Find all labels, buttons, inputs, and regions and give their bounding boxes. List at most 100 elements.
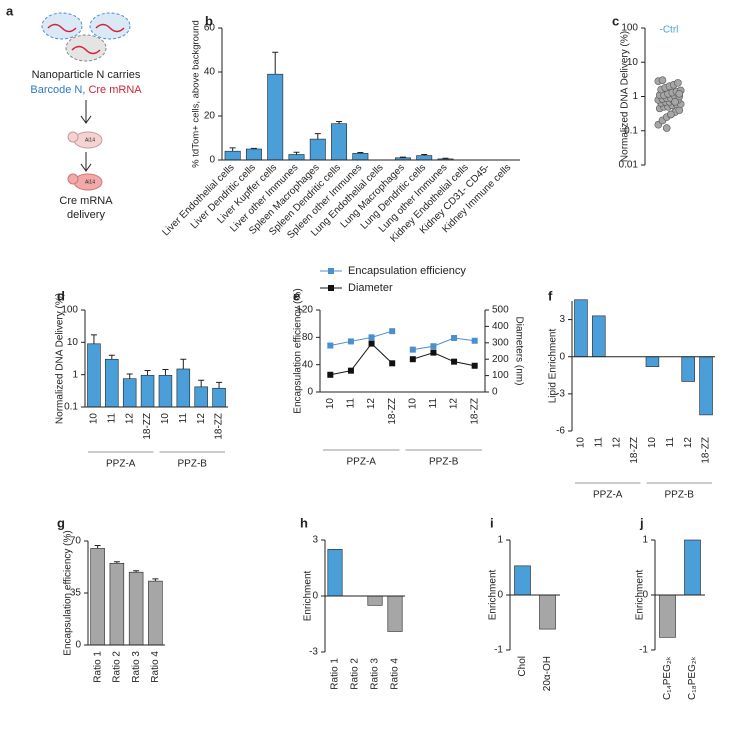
bar (592, 315, 606, 358)
x-tick-label: 12 (449, 398, 460, 410)
point (451, 335, 458, 342)
y-tick-label: 120 (296, 305, 313, 316)
x-tick-label: C₁₈PEG₂ₖ (687, 656, 698, 700)
y-tick-label: 100 (61, 305, 78, 316)
bar (267, 73, 284, 161)
diagram: a Nanoparticle N carries Barcode N, Cre … (6, 3, 142, 220)
error-bar (314, 133, 321, 140)
error-bar (126, 373, 133, 379)
x-tick-label: 11 (178, 413, 189, 424)
mouse-label: Ai14 (85, 137, 95, 143)
x-tick-label: 11 (665, 437, 676, 448)
error-bar (144, 369, 151, 376)
bar (416, 155, 433, 161)
legend-label: Encapsulation efficiency (348, 265, 466, 277)
bar (367, 595, 383, 606)
series-line (330, 330, 393, 347)
y-axis-label: % tdTom+ cells, above background (191, 20, 202, 168)
x-tick-label: 18-ZZ (142, 413, 153, 440)
error-bar (442, 157, 449, 159)
x-tick-label: Ratio 1 (330, 658, 341, 690)
panel-label: h (300, 515, 308, 530)
error-bar (272, 51, 279, 75)
x-tick-label: 11 (346, 398, 357, 409)
error-bar (399, 156, 406, 158)
y-tick-label: 1 (497, 535, 503, 546)
x-tick-label: Ratio 4 (390, 658, 401, 690)
error-bar (198, 379, 205, 387)
bar (331, 123, 348, 161)
error-bar (90, 334, 97, 344)
error-bar (229, 147, 236, 152)
x-tick-label: Chol (517, 656, 528, 677)
bar (109, 562, 125, 646)
error-bar (152, 578, 159, 582)
y-tick-label: 0 (307, 387, 313, 398)
group-label: PPZ-B (665, 490, 695, 501)
mouse-head (67, 131, 79, 143)
point (389, 328, 396, 335)
error-bar (133, 570, 140, 573)
y-tick-label: 70 (70, 536, 82, 547)
panel-label: g (57, 515, 65, 530)
arrow (80, 100, 92, 124)
bar (309, 138, 326, 161)
y-axis-label: Enrichment (303, 570, 314, 621)
y-tick-label: 40 (204, 67, 216, 78)
bar (684, 539, 701, 596)
y-axis-label: Enrichment (635, 569, 646, 620)
x-tick-label: Ratio 1 (92, 651, 103, 683)
y-tick-label: 80 (302, 332, 314, 343)
bar (122, 378, 137, 408)
y-tick-label: -1 (639, 645, 648, 656)
chart: i Enrichment -1 0 1 Chol 20α-OH (488, 515, 560, 691)
point (368, 340, 375, 347)
point (471, 337, 478, 344)
chart: b% tdTom+ cells, above background 0 20 40 60… (160, 13, 520, 245)
y-tick-label: 1 (632, 91, 638, 102)
y-tick-label: 3 (312, 535, 318, 546)
point (327, 371, 334, 378)
cargo: Cre mRNA (88, 84, 142, 96)
y-tick-label: 60 (204, 23, 216, 34)
bar (158, 375, 173, 408)
error-bar (421, 154, 428, 156)
panel-label: a (6, 3, 14, 18)
x-tick-label: 10 (647, 437, 658, 449)
x-tick-label: 20α-OH (542, 656, 553, 691)
mouse-label: Ai14 (85, 179, 95, 185)
y-axis-label: Encapsulation efficiency (%) (63, 530, 74, 655)
x-tick-label: 18-ZZ (629, 437, 640, 464)
x-tick-label: 11 (428, 398, 439, 409)
bar (224, 150, 241, 161)
result: delivery (67, 209, 105, 221)
bar (176, 368, 191, 408)
x-tick-label: Ratio 3 (370, 658, 381, 690)
y-tick-label: 0 (492, 387, 498, 398)
panel-label: e (293, 288, 300, 303)
y-tick-label: 0 (209, 155, 215, 166)
caption-cargo: Barcode N, Cre mRNA (30, 84, 142, 96)
point (409, 356, 416, 363)
y-tick-label: 0.1 (624, 125, 638, 136)
point (471, 362, 478, 369)
x-tick-label: Ratio 2 (112, 651, 123, 683)
x-tick-label: 18-ZZ (469, 398, 480, 425)
error-bar (336, 121, 343, 124)
chart: j Enrichment -1 0 1 C₁₄PEG₂ₖ C₁₈PEG₂ₖ (635, 515, 705, 700)
point (451, 358, 458, 365)
chart: h Enrichment -3 0 3 Ratio 1 Ratio 2 Ratio 3 Rati… (300, 515, 405, 690)
x-tick-label: C₁₄PEG₂ₖ (662, 656, 673, 700)
x-tick-label: Ratio 3 (131, 651, 142, 683)
y-tick-label: 400 (492, 321, 509, 332)
y-axis-label: Encapsulation efficiency (%) (293, 288, 304, 413)
bar (90, 548, 105, 646)
y-tick-label: 0.01 (619, 160, 639, 171)
caption: Nanoparticle N carries (32, 69, 141, 81)
bar (140, 375, 155, 408)
bar (105, 358, 119, 408)
y-tick-label: 100 (492, 370, 509, 381)
bar (148, 580, 163, 646)
